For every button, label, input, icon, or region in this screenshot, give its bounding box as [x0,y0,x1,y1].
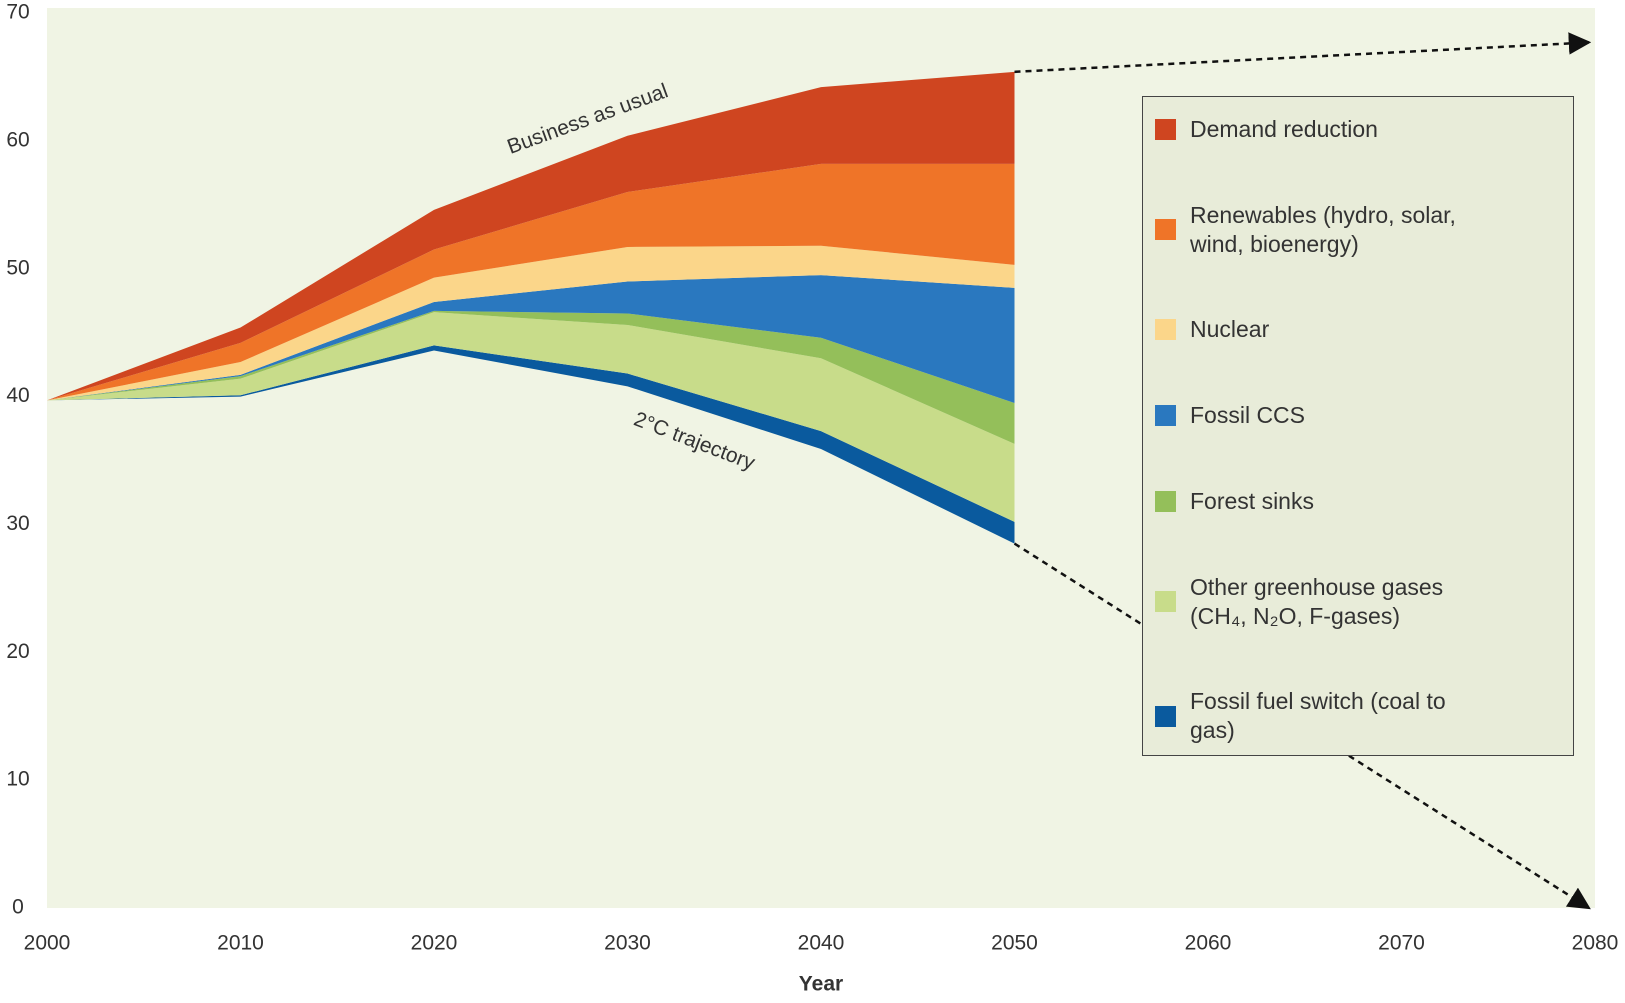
legend-label: Fossil fuel switch (coal to gas) [1190,688,1446,744]
legend-label: Forest sinks [1190,488,1314,515]
x-tick-label: 2010 [217,932,264,955]
projection-arrow [1013,542,1591,910]
legend-label: Fossil CCS [1190,402,1306,429]
legend-swatch [1155,405,1176,427]
legend: Demand reduction Renewables (hydro, solar… [1142,96,1574,756]
legend-label: Renewables (hydro, solar, wind, bioenerg… [1190,201,1456,257]
legend-swatch [1155,490,1176,512]
legend-item: Fossil fuel switch (coal to gas) [1155,687,1563,745]
legend-label: Other greenhouse gases (CH₄, N₂O, F-gase… [1190,573,1444,629]
area [47,275,1015,403]
y-tick-label: 70 [6,1,29,24]
x-tick-label: 2070 [1378,932,1425,955]
area [47,312,1015,522]
y-tick-label: 60 [6,128,29,151]
legend-label: Demand reduction [1190,116,1378,142]
area [47,310,1015,444]
x-tick-label: 2080 [1572,932,1619,955]
x-tick-label: 2030 [604,932,651,955]
y-tick-label: 30 [6,512,29,535]
x-axis-title: Year [799,973,843,996]
area [47,245,1015,401]
projection-arrow [1014,32,1592,74]
legend-swatch [1155,118,1176,140]
legend-item: Forest sinks [1155,487,1563,516]
y-tick-label: 10 [6,768,29,791]
legend-swatch [1155,219,1176,241]
legend-swatch [1155,591,1176,613]
y-tick-label: 20 [6,640,29,663]
legend-item: Renewables (hydro, solar, wind, bioenerg… [1155,201,1563,259]
y-tick-label: 0 [12,896,24,919]
y-tick-label: 50 [6,256,29,279]
area [47,71,1015,401]
legend-label: Nuclear [1190,316,1270,343]
x-tick-label: 2040 [798,932,845,955]
legend-item: Demand reduction [1155,115,1563,144]
legend-item: Other greenhouse gases (CH₄, N₂O, F-gase… [1155,573,1563,631]
legend-item: Fossil CCS [1155,401,1563,430]
y-tick-label: 40 [6,384,29,407]
legend-item: Nuclear [1155,315,1563,344]
x-tick-label: 2060 [1185,932,1232,955]
x-tick-label: 2020 [411,932,458,955]
legend-swatch [1155,319,1176,341]
area [47,345,1015,544]
x-tick-label: 2050 [991,932,1038,955]
legend-swatch [1155,705,1176,727]
x-tick-label: 2000 [24,932,71,955]
area [47,163,1015,401]
